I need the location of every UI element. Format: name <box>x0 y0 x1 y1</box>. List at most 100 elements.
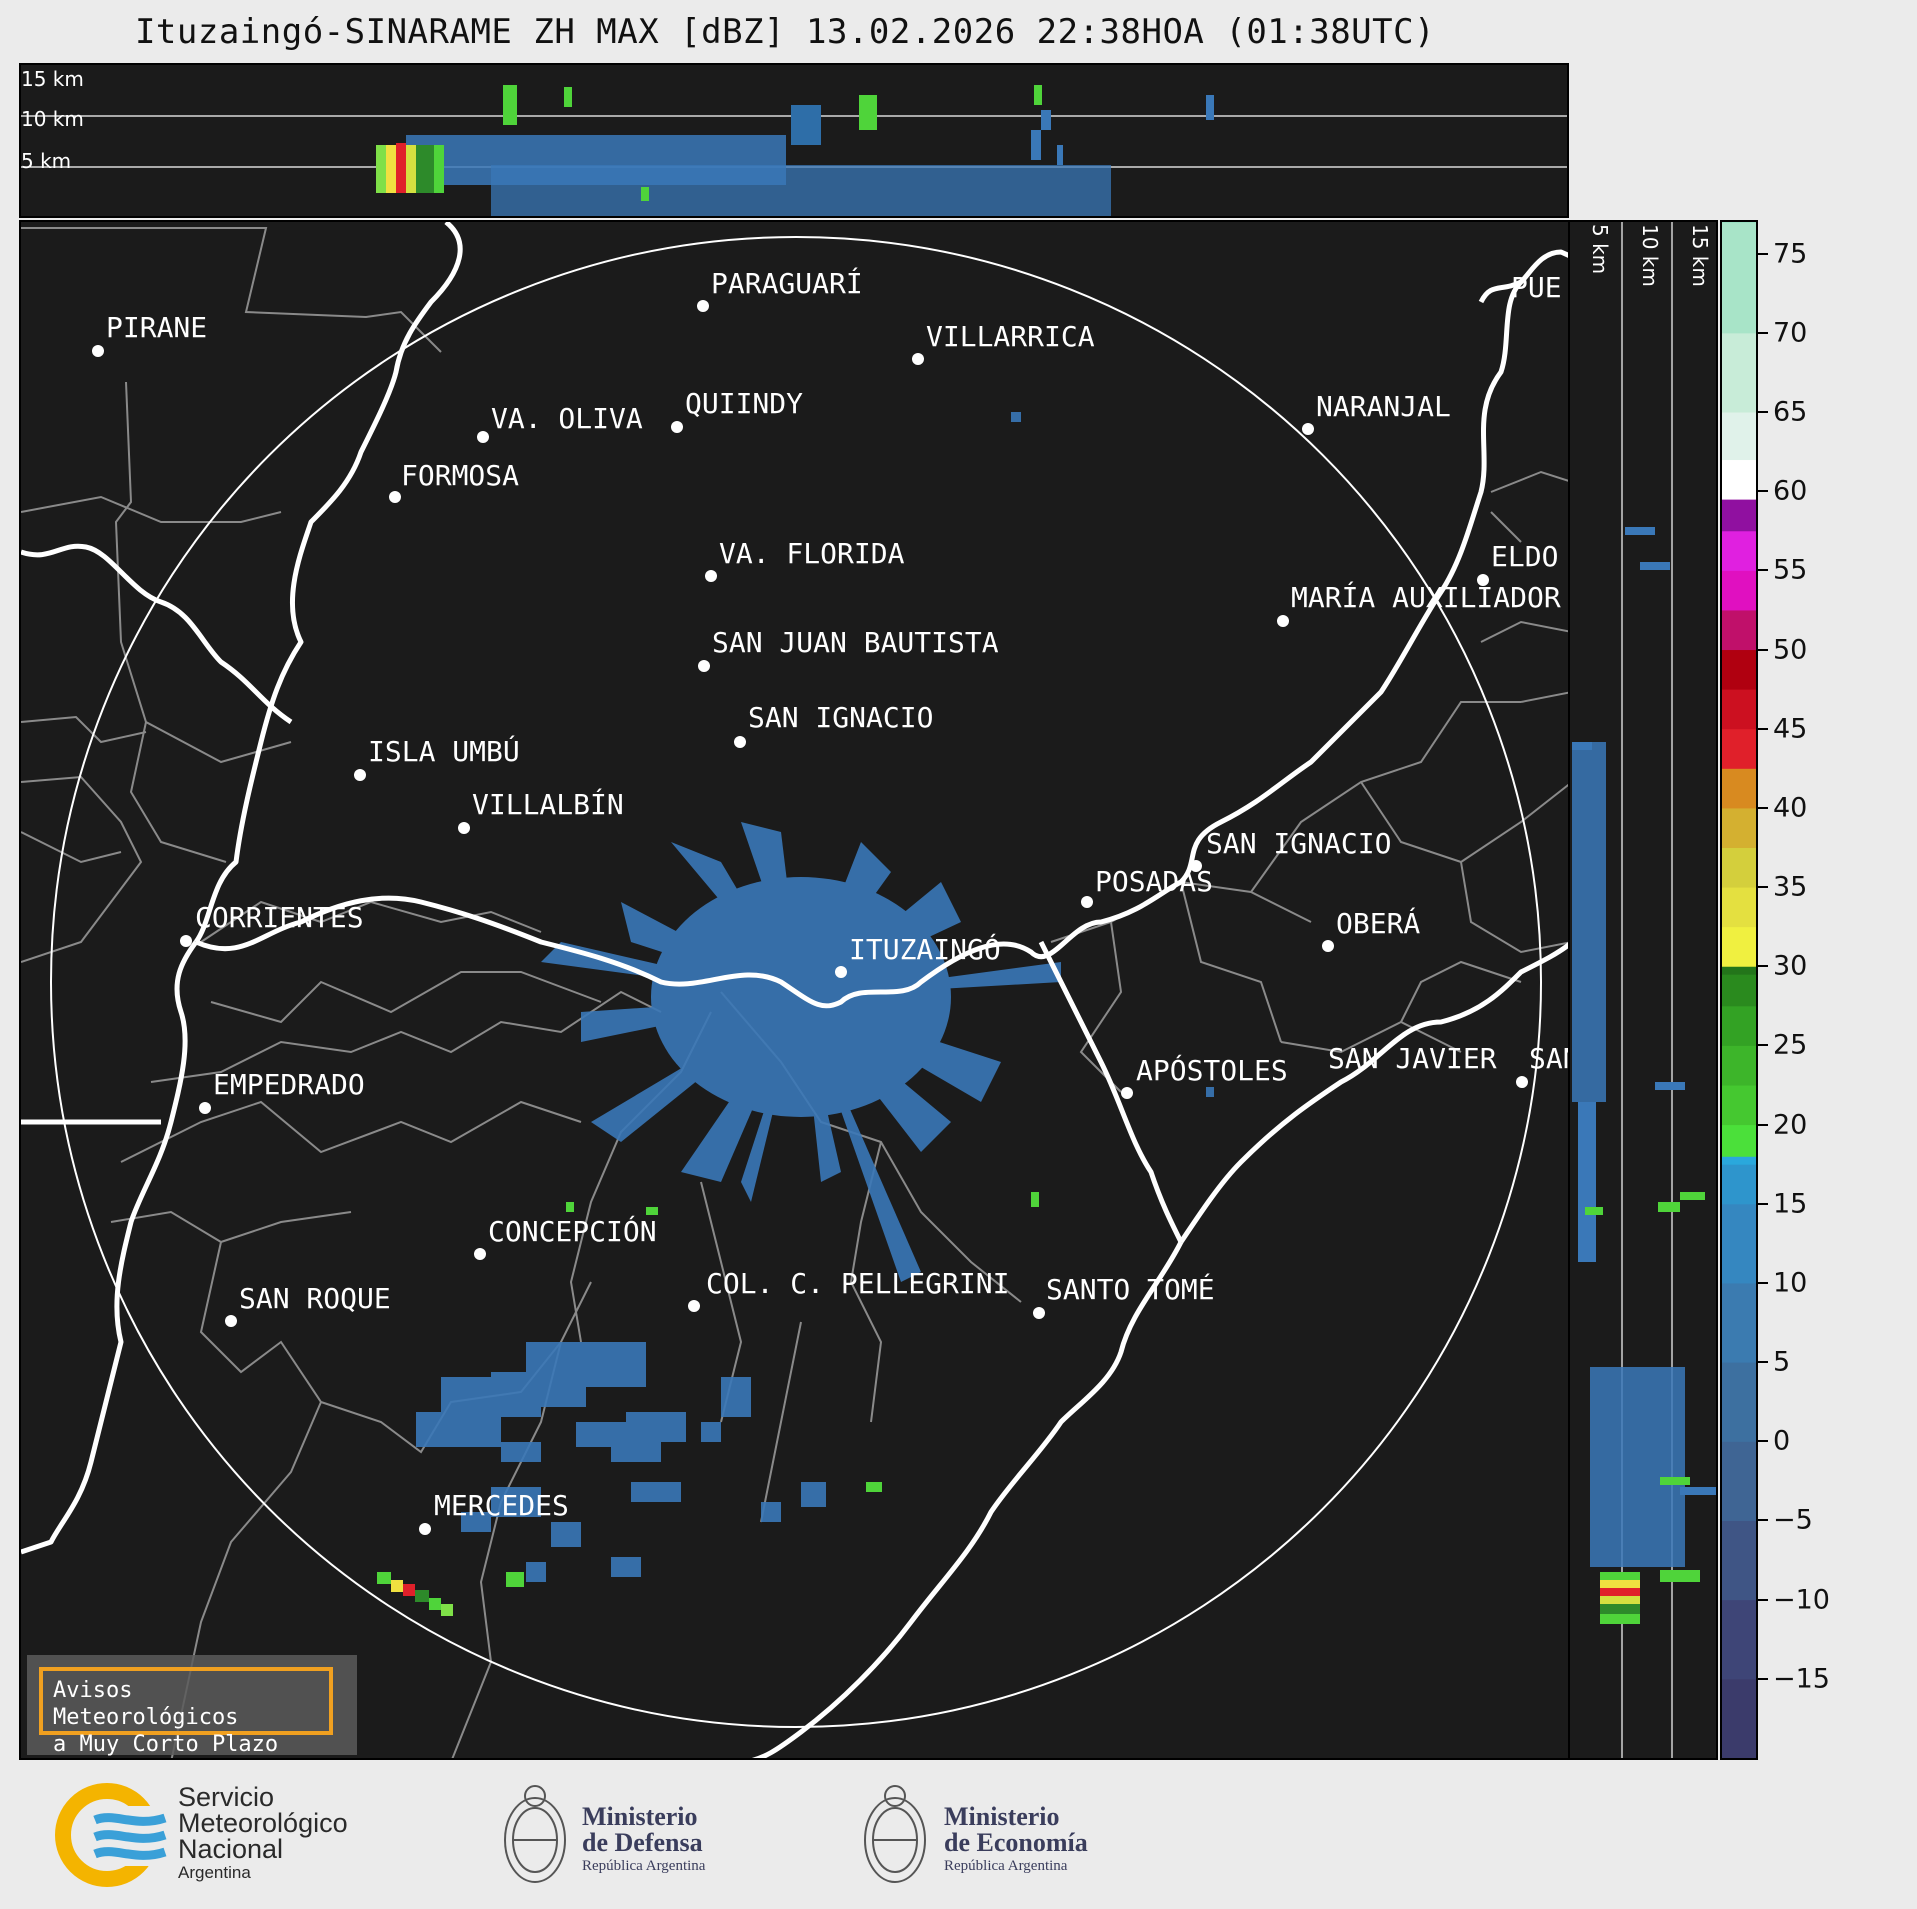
colorbar-tick <box>1758 965 1768 968</box>
city-label-posadas: POSADAS <box>1095 865 1214 898</box>
colorbar-segment <box>1722 1520 1756 1601</box>
colorbar-tick-label: −5 <box>1773 1504 1813 1536</box>
colorbar-tick <box>1758 1598 1768 1601</box>
colorbar-segment <box>1722 926 1756 967</box>
city-label-ituzaingo: ITUZAINGÓ <box>849 933 1001 966</box>
alert-line-1: Avisos Meteorológicos <box>53 1678 239 1730</box>
city-label-san-javier: SAN JAVIER <box>1328 1042 1497 1075</box>
ministerio-economia-text: Ministerio de Economía República Argenti… <box>944 1802 1088 1875</box>
colorbar-tick-label: 65 <box>1773 396 1808 428</box>
colorbar-segment <box>1722 499 1756 532</box>
colorbar-tick-label: −10 <box>1773 1584 1830 1616</box>
smn-logo-text: Servicio Meteorológico Nacional Argentin… <box>178 1782 348 1883</box>
colorbar-segment <box>1722 1085 1756 1126</box>
colorbar-tick-label: 30 <box>1773 950 1808 982</box>
city-label-corrientes: CORRIENTES <box>195 901 364 934</box>
colorbar-tick-label: 55 <box>1773 554 1808 586</box>
city-label-pue: PUE <box>1511 271 1562 304</box>
smn-logo-icon <box>55 1783 167 1887</box>
radar-echo-south <box>416 412 1214 1582</box>
colorbar-tick-label: 70 <box>1773 317 1808 349</box>
city-label-villalbin: VILLALBÍN <box>472 788 624 821</box>
alert-inner-frame: Avisos Meteorológicos a Muy Corto Plazo <box>39 1667 333 1757</box>
side-echo-band <box>1572 527 1716 1567</box>
footer-logos-svg <box>55 1783 926 1887</box>
colorbar-segment <box>1722 1282 1756 1363</box>
alert-line-2: a Muy Corto Plazo <box>53 1732 279 1757</box>
city-label-obera: OBERÁ <box>1336 907 1421 940</box>
city-label-va-oliva: VA. OLIVA <box>491 402 643 435</box>
side-height-label-5km: 5 km <box>1588 224 1612 275</box>
colorbar-segment <box>1722 689 1756 730</box>
colorbar-tick <box>1758 648 1768 651</box>
colorbar-tick-label: 5 <box>1773 1346 1791 1378</box>
city-label-empedrado: EMPEDRADO <box>213 1068 365 1101</box>
city-label-san-ignacio-ar: SAN IGNACIO <box>1206 827 1392 860</box>
side-cross-section-panel: 5 km 10 km 15 km <box>1568 220 1718 1760</box>
city-label-san-roque: SAN ROQUE <box>239 1282 391 1315</box>
city-label-isla-umbu: ISLA UMBÚ <box>368 735 520 768</box>
side-cross-section-svg <box>1572 222 1716 1758</box>
colorbar-tick-label: 35 <box>1773 871 1808 903</box>
colorbar-segment <box>1722 1678 1756 1758</box>
colorbar-tick-label: −15 <box>1773 1663 1830 1695</box>
range-ring <box>50 236 1542 1728</box>
colorbar-segment <box>1722 1045 1756 1086</box>
city-label-villarrica: VILLARRICA <box>926 320 1095 353</box>
radar-map: PIRANE PARAGUARÍ VILLARRICA PUE QUIINDY … <box>19 220 1570 1760</box>
city-label-san-juan-bautista: SAN JUAN BAUTISTA <box>712 626 999 659</box>
radar-echo-main <box>541 822 1061 1282</box>
colorbar-tick-label: 75 <box>1773 238 1808 270</box>
colorbar-tick-label: 40 <box>1773 792 1808 824</box>
height-label-10km: 10 km <box>21 107 84 131</box>
colorbar-segment <box>1722 1124 1756 1157</box>
top-echo-cells <box>376 85 1042 201</box>
colorbar-svg <box>1722 222 1756 1758</box>
colorbar-segment <box>1722 609 1756 651</box>
radar-echo-cells <box>377 1192 1039 1616</box>
colorbar-segment <box>1722 1362 1756 1442</box>
chart-title: Ituzaingó-SINARAME ZH MAX [dBZ] 13.02.20… <box>134 12 1436 52</box>
colorbar-tick-label: 25 <box>1773 1029 1808 1061</box>
colorbar-segment <box>1722 649 1756 690</box>
colorbar-tick <box>1758 886 1768 889</box>
ministerio-defensa-text: Ministerio de Defensa República Argentin… <box>582 1802 706 1875</box>
colorbar-tick <box>1758 331 1768 334</box>
colorbar-segment <box>1722 222 1756 223</box>
map-svg <box>21 222 1568 1758</box>
colorbar-segment <box>1722 530 1756 571</box>
colorbar-segment <box>1722 332 1756 413</box>
colorbar-tick <box>1758 569 1768 572</box>
colorbar-tick <box>1758 727 1768 730</box>
side-echo-cells <box>1585 1192 1705 1624</box>
colorbar-segment <box>1722 966 1756 975</box>
city-label-paraguari: PARAGUARÍ <box>711 267 863 300</box>
colorbar-tick-label: 60 <box>1773 475 1808 507</box>
top-echo-band <box>406 95 1214 216</box>
colorbar-tick-label: 0 <box>1773 1425 1791 1457</box>
colorbar-segment <box>1722 887 1756 928</box>
colorbar-tick-label: 50 <box>1773 634 1808 666</box>
colorbar-tick <box>1758 1281 1768 1284</box>
colorbar-segment <box>1722 847 1756 888</box>
colorbar-tick <box>1758 1519 1768 1522</box>
colorbar-tick <box>1758 1361 1768 1364</box>
city-markers <box>92 300 1528 1535</box>
footer: Servicio Meteorológico Nacional Argentin… <box>0 1762 1917 1909</box>
colorbar-tick <box>1758 411 1768 414</box>
colorbar-tick-label: 45 <box>1773 713 1808 745</box>
colorbar-tick <box>1758 1202 1768 1205</box>
height-label-5km: 5 km <box>21 149 72 173</box>
city-label-san-ignacio-py: SAN IGNACIO <box>748 701 934 734</box>
city-label-formosa: FORMOSA <box>401 459 520 492</box>
city-label-mercedes: MERCEDES <box>434 1489 569 1522</box>
city-label-pirane: PIRANE <box>106 311 208 344</box>
side-height-label-10km: 10 km <box>1638 224 1662 287</box>
height-label-15km: 15 km <box>21 67 84 91</box>
colorbar-tick <box>1758 1440 1768 1443</box>
top-cross-section-panel: 15 km 10 km 5 km <box>19 63 1569 218</box>
city-label-col-c-pellegrini: COL. C. PELLEGRINI <box>706 1267 1010 1300</box>
colorbar-tick <box>1758 252 1768 255</box>
ministerio-economia-shield-icon <box>864 1785 926 1883</box>
colorbar-tick <box>1758 490 1768 493</box>
